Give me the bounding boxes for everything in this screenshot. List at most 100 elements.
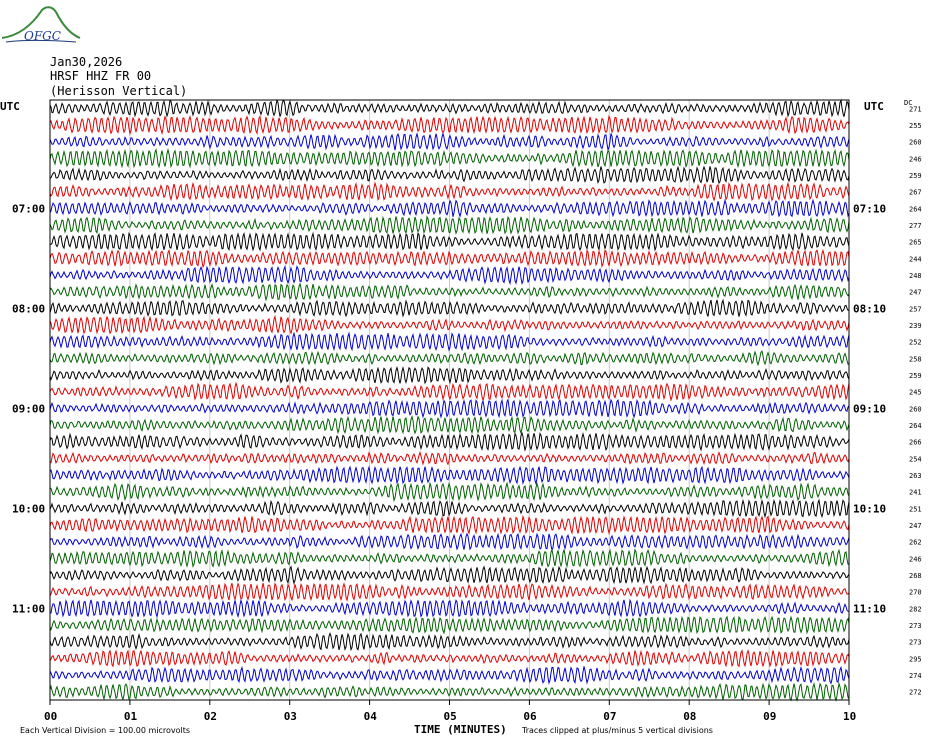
dc-offset-label: 260 <box>909 405 922 413</box>
dc-offset-label: 267 <box>909 189 922 197</box>
footer-right-note: Traces clipped at plus/minus 5 vertical … <box>521 726 713 735</box>
dc-offset-label: 260 <box>909 139 922 147</box>
dc-offset-label: 282 <box>909 605 922 613</box>
dc-offset-label: 273 <box>909 622 922 630</box>
trace-row-35 <box>49 665 850 685</box>
left-time-label: 10:00 <box>12 502 45 515</box>
left-time-label: 09:00 <box>12 402 45 415</box>
dc-offset-label: 245 <box>909 389 922 397</box>
x-tick-label: 07 <box>603 710 616 723</box>
left-utc-title: UTC <box>0 100 20 113</box>
trace-row-17 <box>49 365 850 385</box>
grid-layer <box>129 100 770 700</box>
trace-row-27 <box>49 532 850 552</box>
trace-row-20 <box>49 415 850 435</box>
dc-title: DC <box>904 99 912 107</box>
trace-row-8 <box>49 215 850 235</box>
axis-layer: 00 01 02 03 04 05 06 07 08 09 10 07:00 08:00 09:00 10:… <box>12 105 922 723</box>
dc-offset-label: 272 <box>909 689 922 697</box>
trace-row-10 <box>49 248 850 269</box>
right-time-label: 09:10 <box>853 402 886 415</box>
dc-offset-label: 241 <box>909 489 922 497</box>
dc-offset-label: 259 <box>909 172 922 180</box>
trace-row-28 <box>49 548 849 568</box>
dc-offset-label: 270 <box>909 589 922 597</box>
trace-row-4 <box>49 147 850 169</box>
trace-row-31 <box>49 598 850 619</box>
trace-row-14 <box>49 314 850 335</box>
x-tick-label: 05 <box>444 710 457 723</box>
dc-offset-label: 247 <box>909 289 922 297</box>
left-time-label: 07:00 <box>12 202 45 215</box>
dc-offset-label: 257 <box>909 305 922 313</box>
dc-offset-label: 254 <box>909 455 922 463</box>
dc-offset-label: 263 <box>909 472 922 480</box>
trace-row-7 <box>49 198 850 218</box>
right-utc-title: UTC <box>864 100 884 113</box>
right-time-label: 10:10 <box>853 502 886 515</box>
dc-offset-label: 239 <box>909 322 922 330</box>
trace-row-11 <box>49 264 850 286</box>
dc-offset-label: 255 <box>909 122 922 130</box>
dc-offset-label: 251 <box>909 505 922 513</box>
trace-row-23 <box>49 465 850 486</box>
dc-offset-label: 264 <box>909 205 922 213</box>
trace-row-2 <box>49 114 850 136</box>
x-tick-label: 04 <box>364 710 378 723</box>
trace-row-22 <box>49 450 850 466</box>
dc-offset-label: 266 <box>909 439 922 447</box>
trace-row-26 <box>49 514 850 535</box>
trace-row-32 <box>49 615 850 635</box>
trace-row-1 <box>49 98 850 118</box>
dc-offset-label: 274 <box>909 672 922 680</box>
dc-offset-label: 265 <box>909 239 922 247</box>
x-tick-label: 09 <box>763 710 776 723</box>
trace-row-19 <box>49 398 850 419</box>
trace-row-21 <box>49 431 850 452</box>
right-time-label: 11:10 <box>853 602 886 615</box>
x-tick-label: 08 <box>683 710 696 723</box>
x-tick-label: 02 <box>204 710 217 723</box>
footer-left-note: Each Vertical Division = 100.00 microvol… <box>20 726 190 735</box>
date-label: Jan30,2026 <box>50 55 123 69</box>
ofgc-logo-text: OFGC <box>24 29 61 43</box>
left-time-label: 08:00 <box>12 302 45 315</box>
trace-row-36 <box>49 681 850 703</box>
trace-layer <box>49 98 850 703</box>
trace-row-15 <box>49 331 850 352</box>
x-tick-label: 00 <box>44 710 57 723</box>
trace-row-12 <box>49 282 850 302</box>
trace-row-9 <box>49 231 850 252</box>
dc-offset-label: 268 <box>909 572 922 580</box>
x-tick-label: 03 <box>284 710 297 723</box>
trace-row-29 <box>49 565 850 585</box>
x-tick-label: 06 <box>523 710 537 723</box>
trace-row-6 <box>49 181 850 202</box>
trace-row-16 <box>49 350 850 367</box>
dc-offset-label: 259 <box>909 372 922 380</box>
station-label: HRSF HHZ FR 00 <box>50 69 152 83</box>
dc-offset-label: 271 <box>909 105 922 113</box>
dc-offset-label: 277 <box>909 222 922 230</box>
station-description: (Herisson Vertical) <box>50 84 188 98</box>
trace-row-5 <box>49 165 850 185</box>
dc-offset-label: 262 <box>909 539 922 547</box>
dc-offset-label: 248 <box>909 272 922 280</box>
dc-offset-label: 244 <box>909 255 922 263</box>
dc-offset-label: 246 <box>909 155 922 163</box>
trace-row-34 <box>49 648 850 668</box>
dc-offset-label: 295 <box>909 655 922 663</box>
dc-offset-label: 273 <box>909 639 922 647</box>
trace-row-3 <box>49 131 850 152</box>
trace-row-25 <box>49 498 850 519</box>
left-time-label: 11:00 <box>12 602 45 615</box>
dc-offset-label: 247 <box>909 522 922 530</box>
x-tick-label: 01 <box>124 710 138 723</box>
dc-offset-label: 246 <box>909 555 922 563</box>
trace-row-18 <box>49 381 850 403</box>
dc-offset-label: 252 <box>909 339 922 347</box>
x-tick-label: 10 <box>843 710 856 723</box>
dc-offset-label: 258 <box>909 355 922 363</box>
trace-row-30 <box>49 582 850 602</box>
